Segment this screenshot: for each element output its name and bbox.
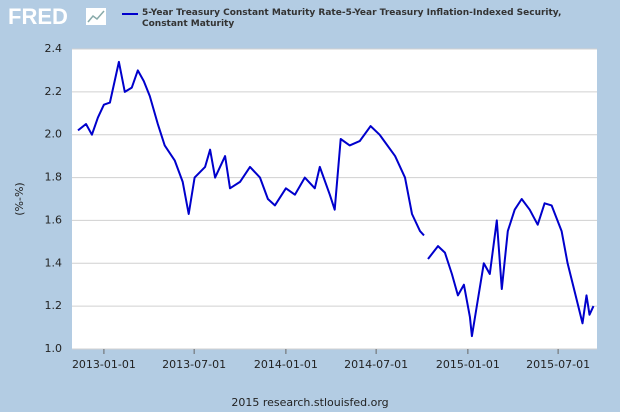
y-tick-label: 1.8: [45, 171, 63, 184]
logo-icon: [86, 8, 106, 25]
y-tick-label: 1.6: [45, 213, 63, 226]
x-tick-label: 2013-07-01: [162, 358, 226, 371]
y-tick-label: 1.4: [45, 256, 63, 269]
y-tick-label: 1.2: [45, 299, 63, 312]
x-tick-label: 2014-01-01: [254, 358, 318, 371]
plot-area: [72, 49, 597, 349]
source: 2015 research.stlouisfed.org: [231, 396, 388, 409]
logo-icon-line: [87, 10, 105, 23]
x-tick-label: 2015-07-01: [526, 358, 590, 371]
data-line: [427, 198, 595, 338]
y-tick-label: 2.0: [45, 128, 63, 141]
data-line: [77, 60, 425, 237]
legend-text: 5-Year Treasury Constant Maturity Rate-5…: [142, 8, 562, 29]
x-tick-label: 2013-01-01: [72, 358, 136, 371]
y-tick-label: 2.2: [45, 85, 63, 98]
x-tick-label: 2015-01-01: [436, 358, 500, 371]
x-tick-label: 2014-07-01: [344, 358, 408, 371]
logo: FRED: [8, 4, 68, 29]
y-axis-label: (%-%): [13, 182, 26, 215]
y-tick-label: 2.4: [45, 42, 63, 55]
y-tick-label: 1.0: [45, 342, 63, 355]
legend: 5-Year Treasury Constant Maturity Rate-5…: [142, 8, 562, 29]
